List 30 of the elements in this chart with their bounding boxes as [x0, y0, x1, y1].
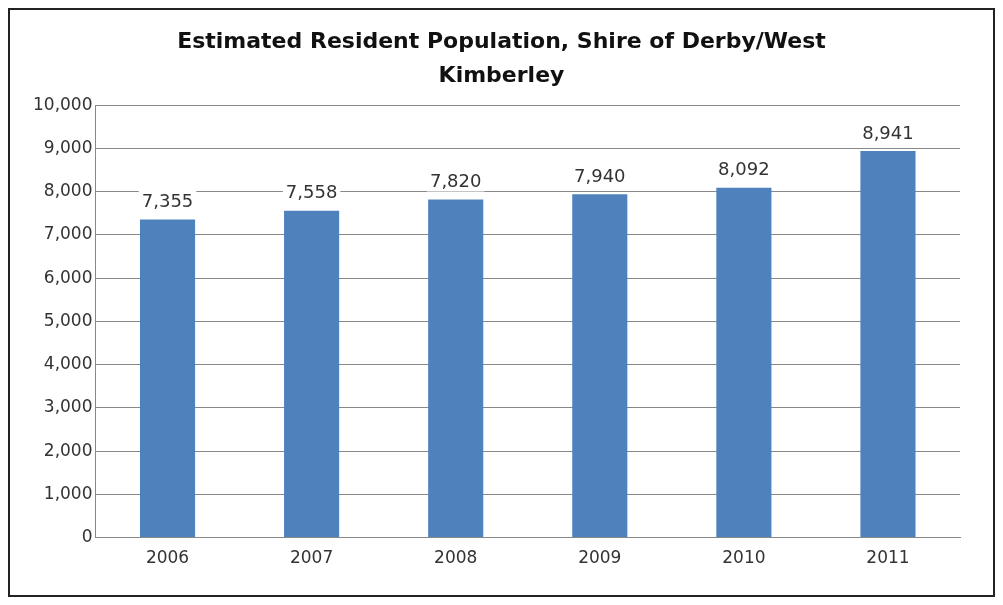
bar: [139, 219, 196, 538]
y-tick-label: 3,000: [43, 396, 93, 417]
y-tick-label: 4,000: [43, 353, 93, 374]
x-tick-label: 2010: [722, 547, 766, 568]
y-tick-label: 6,000: [43, 266, 93, 287]
x-tick-label: 2008: [434, 547, 478, 568]
x-tick-label: 2009: [578, 547, 622, 568]
x-tick-label: 2011: [866, 547, 910, 568]
bar: [716, 187, 772, 538]
y-tick-label: 2,000: [43, 439, 93, 460]
data-label: 8,092: [718, 158, 770, 180]
bar: [860, 150, 916, 538]
y-tick-label: 1,000: [43, 482, 93, 503]
bar: [428, 199, 484, 538]
bar: [284, 210, 340, 538]
data-label: 7,558: [285, 181, 338, 203]
y-tick-label: 0: [81, 526, 93, 547]
data-label: 8,941: [862, 121, 914, 143]
y-tick-label: 9,000: [43, 136, 93, 157]
y-tick-label: 8,000: [43, 180, 93, 201]
y-tick-label: 7,000: [43, 223, 93, 244]
data-label: 7,940: [574, 164, 626, 186]
data-label: 7,355: [141, 190, 194, 212]
y-tick-label: 5,000: [43, 309, 93, 330]
y-tick-label: 10,000: [33, 93, 93, 114]
bar: [572, 194, 628, 538]
chart-title: Estimated Resident Population, Shire of Derby/West Kimberley: [176, 27, 827, 89]
x-tick-label: 2007: [289, 547, 334, 568]
x-tick-label: 2006: [145, 547, 190, 568]
data-label: 7,820: [429, 170, 482, 192]
